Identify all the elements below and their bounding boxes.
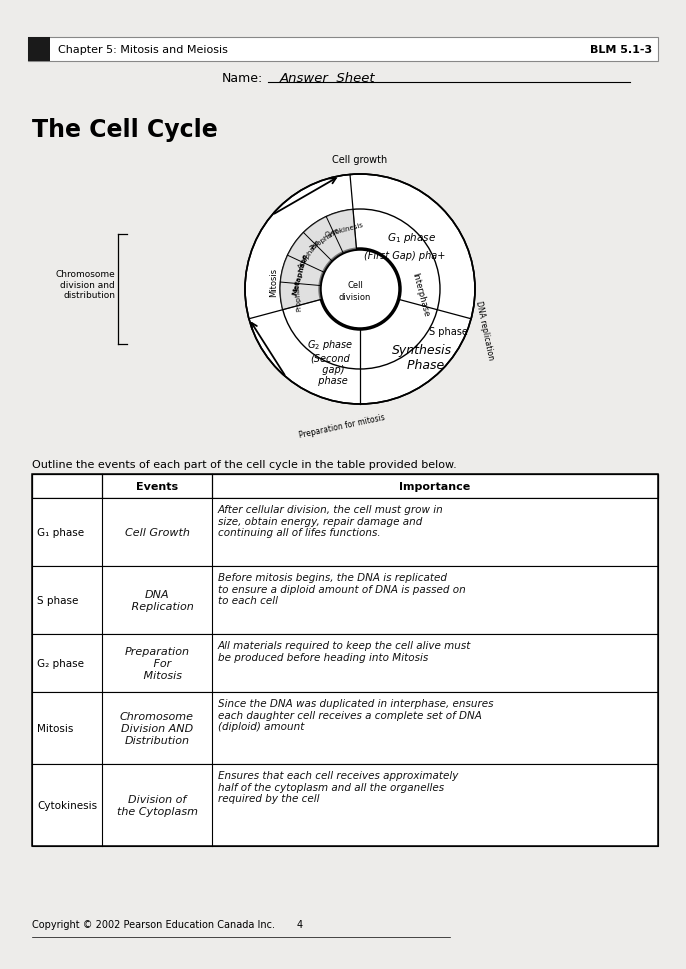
Text: Answer  Sheet: Answer Sheet — [280, 72, 376, 84]
Text: Chromosome
division and
distribution: Chromosome division and distribution — [56, 269, 115, 299]
Text: Outline the events of each part of the cell cycle in the table provided below.: Outline the events of each part of the c… — [32, 459, 457, 470]
Text: Name:: Name: — [222, 72, 263, 84]
Text: DNA replication: DNA replication — [474, 299, 496, 359]
Bar — [28, 38, 50, 62]
Bar — [28, 38, 658, 62]
Text: Preparation for mitosis: Preparation for mitosis — [298, 413, 386, 440]
Text: division: division — [339, 294, 371, 302]
Text: Events: Events — [136, 482, 178, 491]
Wedge shape — [280, 210, 357, 310]
Bar — [32, 498, 658, 567]
Text: Since the DNA was duplicated in interphase, ensures
each daughter cell receives : Since the DNA was duplicated in interpha… — [218, 699, 493, 732]
Bar — [32, 475, 658, 846]
Text: S phase: S phase — [37, 595, 78, 606]
Text: Mitosis: Mitosis — [270, 267, 279, 297]
Text: Prophase: Prophase — [294, 279, 303, 311]
Text: Copyright © 2002 Pearson Education Canada Inc.: Copyright © 2002 Pearson Education Canad… — [32, 919, 275, 929]
Text: Interphase: Interphase — [410, 271, 430, 318]
Text: Mitosis: Mitosis — [37, 723, 73, 734]
Text: BLM 5.1-3: BLM 5.1-3 — [590, 45, 652, 55]
Text: Cell: Cell — [347, 281, 363, 290]
Text: Metaphase: Metaphase — [292, 252, 309, 296]
Text: Before mitosis begins, the DNA is replicated
to ensure a diploid amount of DNA i: Before mitosis begins, the DNA is replic… — [218, 573, 466, 606]
Text: Cell growth: Cell growth — [333, 155, 388, 165]
Text: $G_2$ phase
(Second
  gap)
  phase: $G_2$ phase (Second gap) phase — [307, 337, 353, 386]
Bar — [32, 765, 658, 846]
Text: After cellular division, the cell must grow in
size, obtain energy, repair damag: After cellular division, the cell must g… — [218, 505, 444, 538]
Text: G₁ phase: G₁ phase — [37, 527, 84, 538]
Bar — [32, 567, 658, 635]
Text: Ensures that each cell receives approximately
half of the cytoplasm and all the : Ensures that each cell receives approxim… — [218, 770, 458, 803]
Circle shape — [245, 174, 475, 405]
Text: Cell Growth: Cell Growth — [125, 527, 189, 538]
Bar — [32, 475, 658, 498]
Text: All materials required to keep the cell alive must
be produced before heading in: All materials required to keep the cell … — [218, 641, 471, 662]
Text: Anaphase: Anaphase — [297, 238, 322, 270]
Text: Importance: Importance — [399, 482, 471, 491]
Bar — [32, 692, 658, 765]
Text: S phase: S phase — [429, 327, 467, 336]
Text: Telophase: Telophase — [309, 227, 340, 251]
Text: Chapter 5: Mitosis and Meiosis: Chapter 5: Mitosis and Meiosis — [58, 45, 228, 55]
Text: The Cell Cycle: The Cell Cycle — [32, 118, 217, 141]
Text: Chromosome
Division AND
Distribution: Chromosome Division AND Distribution — [120, 711, 194, 745]
Bar — [32, 635, 658, 692]
Text: DNA
   Replication: DNA Replication — [121, 589, 193, 611]
Text: 4: 4 — [297, 919, 303, 929]
Text: (First Gap) pha+: (First Gap) pha+ — [364, 251, 446, 261]
Text: $G_1$ phase: $G_1$ phase — [388, 231, 436, 245]
Text: Preparation
   For
   Mitosis: Preparation For Mitosis — [124, 646, 189, 680]
Text: Cytokinesis: Cytokinesis — [324, 222, 364, 238]
Text: Cytokinesis: Cytokinesis — [37, 800, 97, 810]
Text: Synthesis
  Phase: Synthesis Phase — [392, 344, 452, 372]
Text: G₂ phase: G₂ phase — [37, 658, 84, 669]
Text: Division of
the Cytoplasm: Division of the Cytoplasm — [117, 795, 198, 816]
